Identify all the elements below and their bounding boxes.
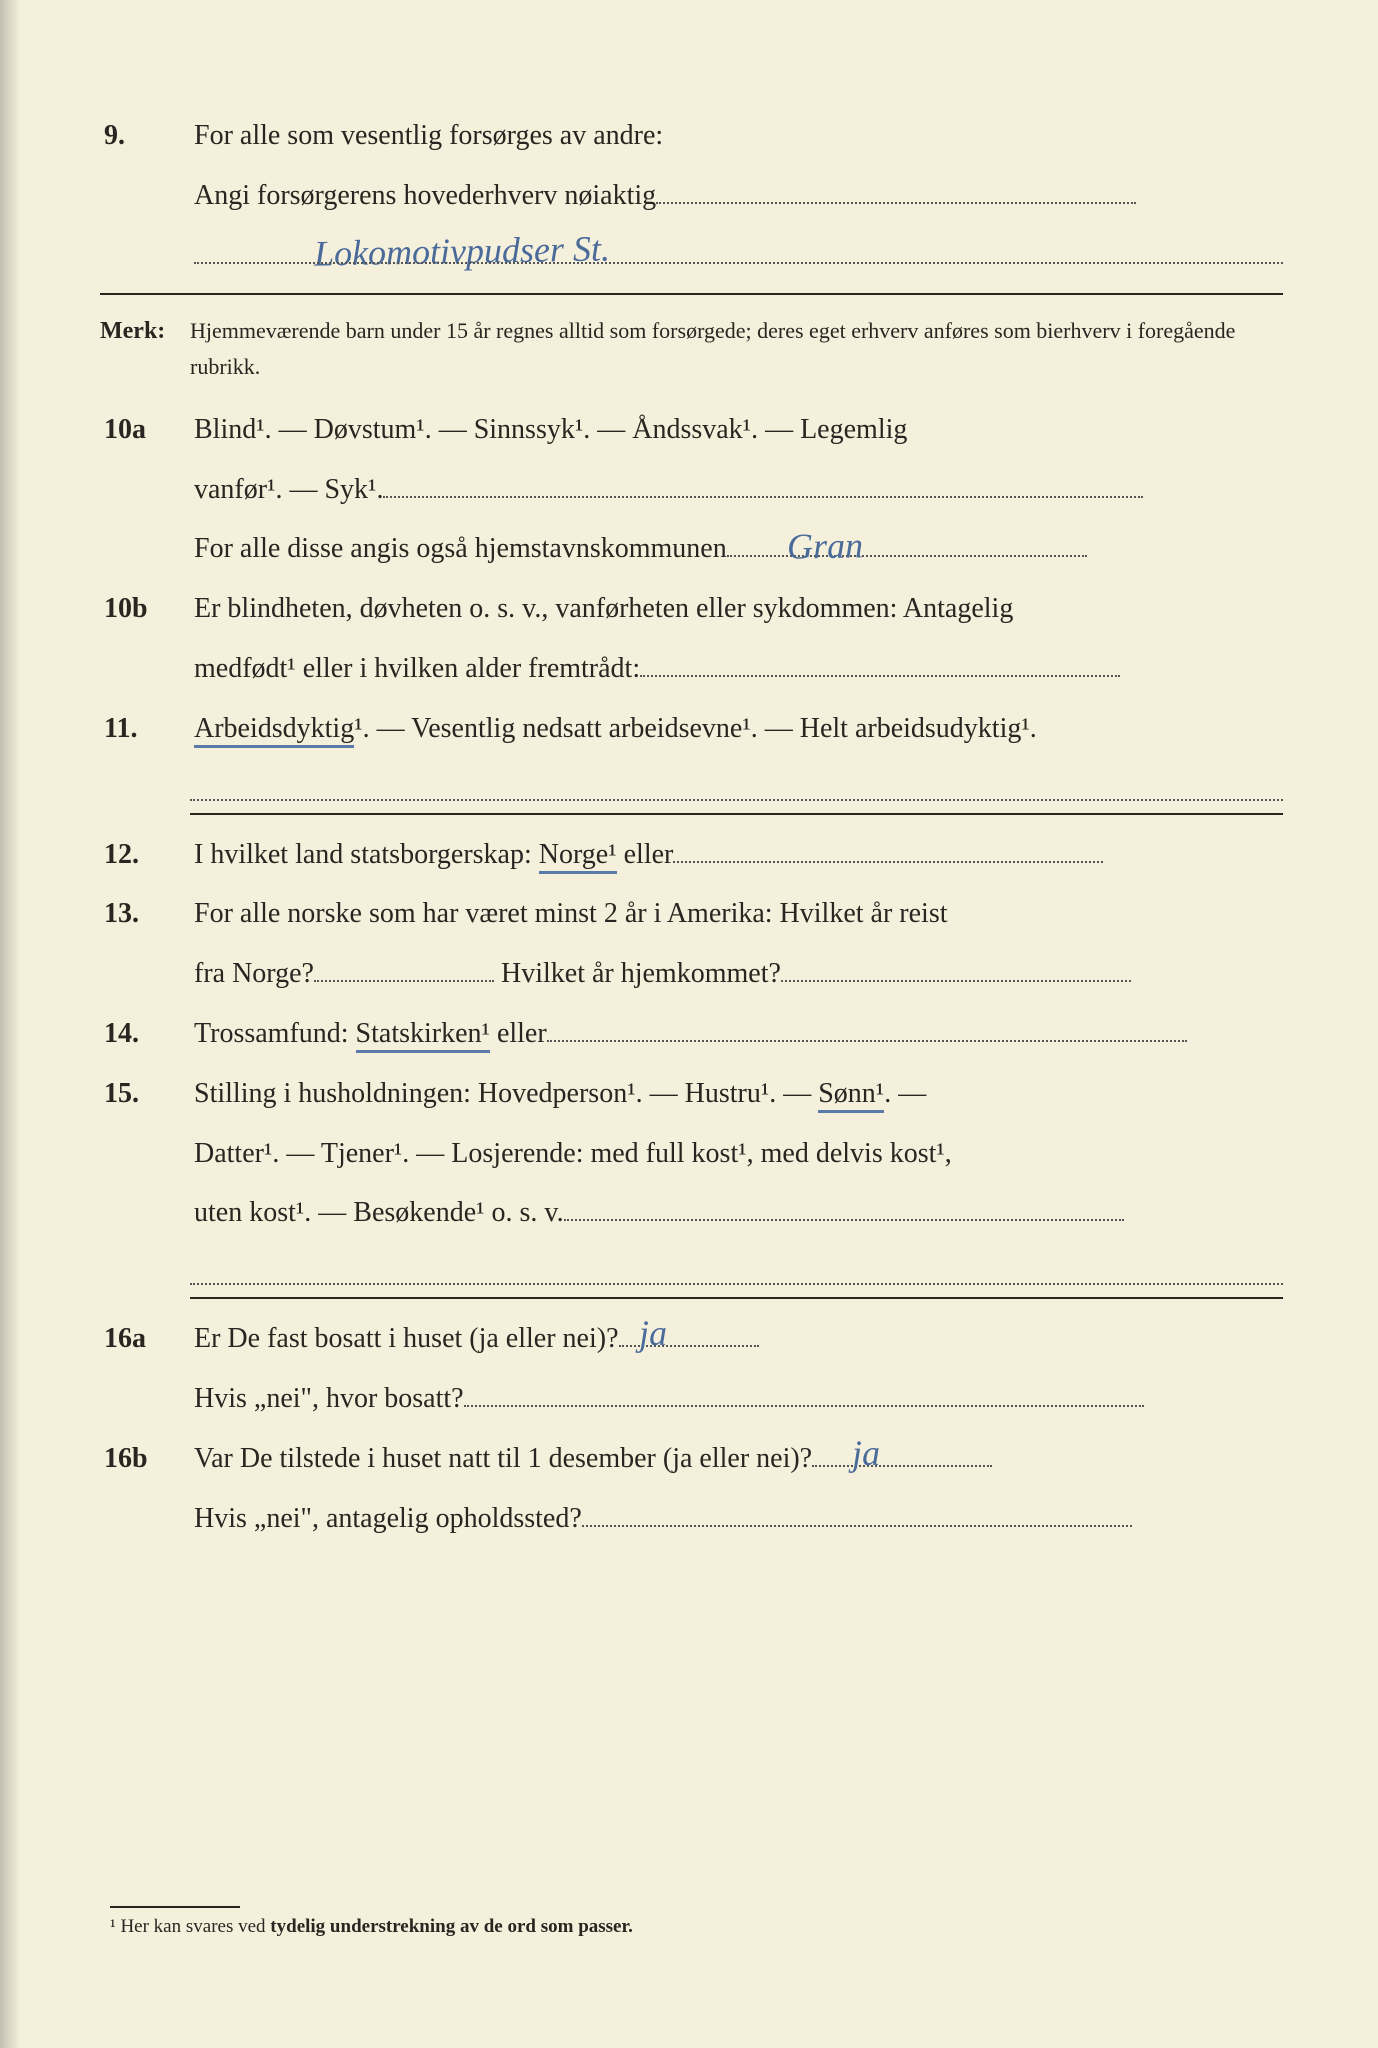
divider-1: [100, 293, 1283, 295]
q15-line3-row: uten kost¹. — Besøkende¹ o. s. v.: [100, 1187, 1283, 1239]
q9-line2-text: Angi forsørgerens hovederhverv nøiaktig: [194, 180, 656, 211]
q15-opt: Sønn¹: [818, 1078, 884, 1113]
q14-opt: Statskirken¹: [356, 1018, 490, 1053]
q16b-fill-1: ja: [812, 1434, 992, 1467]
q10a-line2: For alle disse angis også hjemstavnskomm…: [194, 533, 727, 564]
q10b-fill: [640, 644, 1120, 677]
q9-number: 9.: [100, 110, 194, 162]
q10b-line2-row: medfødt¹ eller i hvilken alder fremtrådt…: [100, 643, 1283, 695]
q10a-line1b: vanfør¹. — Syk¹.: [194, 474, 383, 505]
q16b-line1: Var De tilstede i huset natt til 1 desem…: [194, 1443, 812, 1474]
q10a-fill-2: Gran: [727, 525, 1087, 558]
q10a-fill-1: [383, 465, 1143, 498]
q10b-number: 10b: [100, 583, 194, 635]
divider-2: [190, 813, 1283, 815]
q14-pre: Trossamfund:: [194, 1018, 356, 1049]
q15-line2: Datter¹. — Tjener¹. — Losjerende: med fu…: [194, 1128, 1283, 1180]
q16a-line1: Er De fast bosatt i huset (ja eller nei)…: [194, 1323, 619, 1354]
q15-fill-2: [190, 1253, 1283, 1285]
q11-fill: [190, 769, 1283, 801]
q10a-line1a: Blind¹. — Døvstum¹. — Sinnssyk¹. — Åndss…: [194, 404, 1283, 456]
q12-number: 12.: [100, 829, 194, 881]
q12-pre: I hvilket land statsborgerskap:: [194, 839, 539, 870]
q16a-line2: Hvis „nei", hvor bosatt?: [194, 1383, 464, 1414]
q14-fill: [547, 1009, 1187, 1042]
question-9: 9. For alle som vesentlig forsørges av a…: [100, 110, 1283, 162]
q11-underlined: Arbeidsdyktig: [194, 713, 354, 748]
q10a-number: 10a: [100, 404, 194, 456]
q15-fill: [564, 1189, 1124, 1222]
merk-note: Merk: Hjemmeværende barn under 15 år reg…: [100, 309, 1283, 383]
q16a-number: 16a: [100, 1313, 194, 1365]
footnote: ¹ Her kan svares ved tydelig understrekn…: [110, 1906, 633, 1938]
q13-line2a: fra Norge?: [194, 958, 314, 989]
q10a-handwritten: Gran: [786, 512, 863, 580]
question-13: 13. For alle norske som har været minst …: [100, 888, 1283, 940]
q13-fill-2: [781, 949, 1131, 982]
question-14: 14. Trossamfund: Statskirken¹ eller: [100, 1008, 1283, 1060]
q13-number: 13.: [100, 888, 194, 940]
census-form-page: 9. For alle som vesentlig forsørges av a…: [0, 0, 1378, 2048]
q14-number: 14.: [100, 1008, 194, 1060]
q11-text: Arbeidsdyktig¹. — Vesentlig nedsatt arbe…: [194, 703, 1283, 755]
q16a-fill-1: ja: [619, 1314, 759, 1347]
footnote-bold: tydelig understrekning av de ord som pas…: [270, 1916, 633, 1937]
question-16b: 16b Var De tilstede i huset natt til 1 d…: [100, 1433, 1283, 1485]
q16b-fill-2: [582, 1494, 1132, 1527]
q13-line2-row: fra Norge? Hvilket år hjemkommet?: [100, 948, 1283, 1000]
q16a-fill-2: [464, 1374, 1144, 1407]
q16b-handwritten: ja: [852, 1420, 881, 1487]
q16b-number: 16b: [100, 1433, 194, 1485]
question-10b: 10b Er blindheten, døvheten o. s. v., va…: [100, 583, 1283, 635]
q10b-line1: Er blindheten, døvheten o. s. v., vanfør…: [194, 583, 1283, 635]
q16a-handwritten: ja: [638, 1300, 667, 1367]
q13-line1: For alle norske som har været minst 2 år…: [194, 888, 1283, 940]
question-15: 15. Stilling i husholdningen: Hovedperso…: [100, 1068, 1283, 1120]
q15-line3: uten kost¹. — Besøkende¹ o. s. v.: [194, 1197, 564, 1228]
q9-fill-2: [194, 231, 1283, 264]
q9-line2-body: Angi forsørgerens hovederhverv nøiaktig: [194, 170, 1283, 222]
q9-fill-1: [656, 171, 1136, 204]
question-16a: 16a Er De fast bosatt i huset (ja eller …: [100, 1313, 1283, 1365]
footnote-pre: Her kan svares ved: [116, 1916, 271, 1937]
q15-number: 15.: [100, 1068, 194, 1120]
q11-number: 11.: [100, 703, 194, 755]
q9-line2-row: Angi forsørgerens hovederhverv nøiaktig: [100, 170, 1283, 222]
q15-line1-pre: Stilling i husholdningen: Hovedperson¹. …: [194, 1078, 818, 1109]
question-10a: 10a Blind¹. — Døvstum¹. — Sinnssyk¹. — Å…: [100, 404, 1283, 456]
merk-text: Hjemmeværende barn under 15 år regnes al…: [190, 313, 1283, 383]
q16b-line2-row: Hvis „nei", antagelig opholdssted?: [100, 1493, 1283, 1545]
q10a-line2-row: For alle disse angis også hjemstavnskomm…: [100, 523, 1283, 575]
question-11: 11. Arbeidsdyktig¹. — Vesentlig nedsatt …: [100, 703, 1283, 755]
q14-post: eller: [490, 1018, 547, 1049]
q13-fill-1: [314, 949, 494, 982]
footnote-rule: [110, 1906, 240, 1908]
q12-post: eller: [617, 839, 674, 870]
q15-line2-row: Datter¹. — Tjener¹. — Losjerende: med fu…: [100, 1128, 1283, 1180]
q9-handwritten-row: Lokomotivpudser St.: [100, 230, 1283, 282]
q15-line1-post: . —: [884, 1078, 926, 1109]
question-12: 12. I hvilket land statsborgerskap: Norg…: [100, 829, 1283, 881]
q10b-line2: medfødt¹ eller i hvilken alder fremtrådt…: [194, 653, 640, 684]
q10a-line1b-row: vanfør¹. — Syk¹.: [100, 464, 1283, 516]
q9-line1: For alle som vesentlig forsørges av andr…: [194, 110, 1283, 162]
q16a-line2-row: Hvis „nei", hvor bosatt?: [100, 1373, 1283, 1425]
scan-edge-shadow: [0, 0, 20, 2048]
merk-label: Merk:: [100, 309, 190, 353]
q13-line2b: Hvilket år hjemkommet?: [494, 958, 781, 989]
q12-fill: [673, 830, 1103, 863]
divider-3: [190, 1297, 1283, 1299]
q12-opt: Norge¹: [539, 839, 617, 874]
q16b-line2: Hvis „nei", antagelig opholdssted?: [194, 1503, 582, 1534]
